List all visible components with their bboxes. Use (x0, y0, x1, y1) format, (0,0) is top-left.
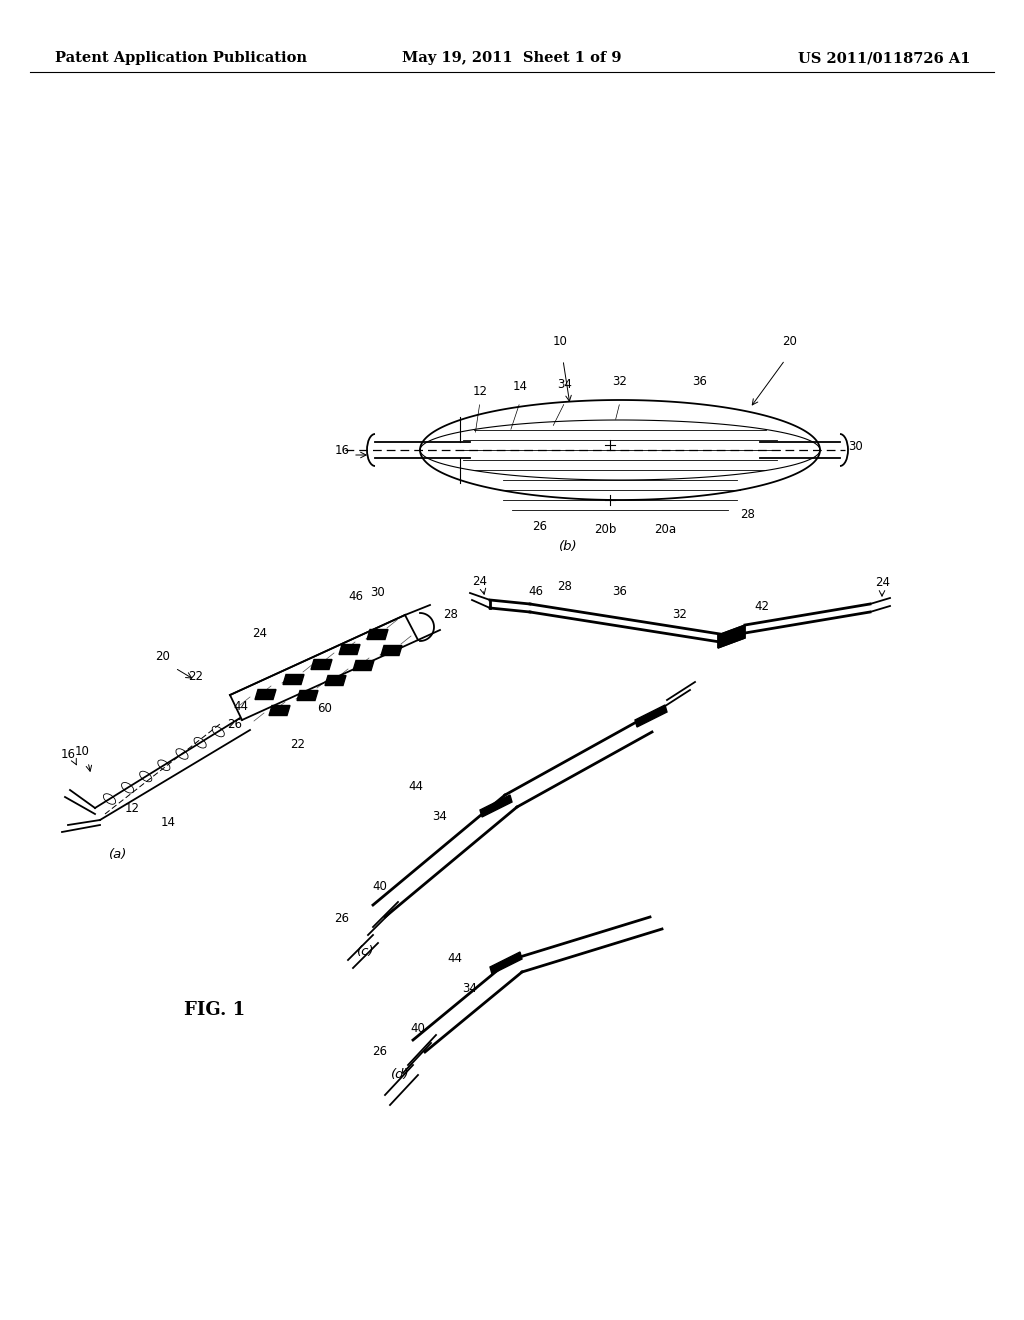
Text: 20: 20 (156, 649, 170, 663)
Text: 44: 44 (409, 780, 424, 793)
Text: 30: 30 (848, 441, 863, 454)
Polygon shape (311, 660, 332, 669)
Text: 32: 32 (612, 375, 628, 388)
Polygon shape (255, 689, 276, 700)
Text: 34: 34 (463, 982, 477, 995)
Text: 46: 46 (348, 590, 364, 603)
Polygon shape (367, 630, 388, 639)
Text: 28: 28 (443, 609, 458, 620)
Text: 44: 44 (447, 952, 463, 965)
Text: 16: 16 (335, 444, 350, 457)
Polygon shape (283, 675, 304, 685)
Polygon shape (339, 644, 360, 655)
Text: 26: 26 (335, 912, 349, 925)
Text: (c): (c) (357, 945, 375, 958)
Polygon shape (635, 705, 667, 727)
Text: 42: 42 (755, 601, 769, 612)
Text: 20b: 20b (594, 523, 616, 536)
Text: 16: 16 (60, 748, 76, 762)
Text: US 2011/0118726 A1: US 2011/0118726 A1 (798, 51, 970, 65)
Text: 14: 14 (512, 380, 527, 393)
Polygon shape (490, 952, 522, 974)
Text: 26: 26 (227, 718, 243, 731)
Text: 28: 28 (740, 508, 756, 521)
Text: (d): (d) (391, 1068, 410, 1081)
Text: May 19, 2011  Sheet 1 of 9: May 19, 2011 Sheet 1 of 9 (402, 51, 622, 65)
Text: 12: 12 (472, 385, 487, 399)
Text: 12: 12 (125, 803, 139, 814)
Polygon shape (718, 624, 745, 648)
Text: 36: 36 (692, 375, 708, 388)
Polygon shape (381, 645, 402, 656)
Text: (b): (b) (559, 540, 578, 553)
Text: 20a: 20a (654, 523, 676, 536)
Text: 34: 34 (557, 378, 572, 391)
Polygon shape (297, 690, 318, 701)
Text: 32: 32 (673, 609, 687, 620)
Polygon shape (480, 795, 512, 817)
Text: 20: 20 (782, 335, 798, 348)
Text: 22: 22 (291, 738, 305, 751)
Text: 46: 46 (528, 585, 544, 598)
Text: 22: 22 (188, 671, 204, 682)
Text: (a): (a) (109, 847, 127, 861)
Text: 44: 44 (233, 700, 249, 713)
Text: 40: 40 (373, 880, 387, 894)
Text: 26: 26 (532, 520, 548, 533)
Text: 36: 36 (612, 585, 628, 598)
Text: FIG. 1: FIG. 1 (184, 1001, 246, 1019)
Polygon shape (718, 624, 745, 648)
Text: 28: 28 (557, 579, 572, 593)
Text: 34: 34 (432, 810, 447, 822)
Text: 40: 40 (411, 1022, 425, 1035)
Polygon shape (325, 676, 346, 685)
Text: 24: 24 (472, 576, 487, 587)
Text: 10: 10 (75, 744, 89, 758)
Polygon shape (353, 660, 374, 671)
Text: 10: 10 (553, 335, 567, 348)
Polygon shape (269, 705, 290, 715)
Text: 26: 26 (373, 1045, 387, 1059)
Text: Patent Application Publication: Patent Application Publication (55, 51, 307, 65)
Text: 14: 14 (161, 816, 175, 829)
Text: 60: 60 (317, 702, 333, 715)
Text: 30: 30 (371, 586, 385, 599)
Text: 24: 24 (253, 627, 267, 640)
Text: 24: 24 (876, 576, 891, 589)
